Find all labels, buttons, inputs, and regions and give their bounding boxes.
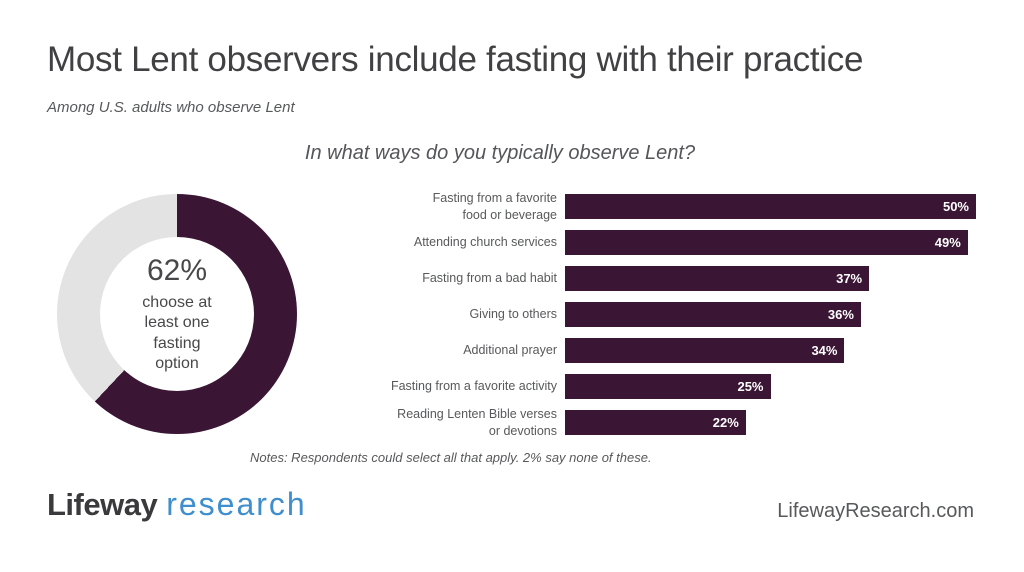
bar-category-label-line: or devotions bbox=[488, 423, 557, 438]
bar-fill: 36% bbox=[565, 302, 861, 327]
logo-lifeway-text: Lifeway bbox=[47, 487, 158, 522]
donut-center-text-line: choose at bbox=[142, 294, 212, 312]
lifeway-research-logo: Lifeway research bbox=[47, 486, 307, 523]
bar-category-label: Attending church services bbox=[342, 234, 557, 250]
bar-fill: 37% bbox=[565, 266, 870, 291]
chart-notes: Notes: Respondents could select all that… bbox=[250, 450, 652, 465]
logo-research-text: research bbox=[166, 486, 307, 522]
bar-value-label: 50% bbox=[942, 199, 969, 214]
bar-category-label-line: food or beverage bbox=[462, 207, 557, 222]
bar-category-label: Giving to others bbox=[342, 306, 557, 322]
bar-category-label: Fasting from a favorite food or beverage bbox=[342, 190, 557, 223]
bar-row: Additional prayer 34% bbox=[342, 338, 976, 363]
bar-category-label-line: Reading Lenten Bible verses bbox=[397, 407, 557, 422]
bar-fill: 49% bbox=[565, 230, 968, 255]
bar-category-label-line: Additional prayer bbox=[463, 343, 557, 358]
bar-category-label-line: Giving to others bbox=[469, 307, 557, 322]
bar-value-label: 34% bbox=[811, 343, 838, 358]
bar-fill: 34% bbox=[565, 338, 845, 363]
bar-value-label: 37% bbox=[836, 271, 863, 286]
bar-track: 34% bbox=[565, 338, 976, 363]
subtitle: Among U.S. adults who observe Lent bbox=[47, 99, 295, 116]
bar-category-label: Additional prayer bbox=[342, 342, 557, 358]
chart-question: In what ways do you typically observe Le… bbox=[304, 142, 696, 164]
donut-value-label: 62% bbox=[146, 254, 208, 288]
bar-value-label: 22% bbox=[712, 415, 739, 430]
bar-row: Fasting from a favorite food or beverage 5… bbox=[342, 191, 976, 222]
bar-track: 37% bbox=[565, 266, 976, 291]
bar-track: 36% bbox=[565, 302, 976, 327]
donut-center-text-line: fasting bbox=[153, 334, 201, 352]
bar-fill: 22% bbox=[565, 410, 746, 435]
donut-chart: 62% choose at least one fasting option bbox=[57, 194, 297, 434]
donut-center-text-line: least one bbox=[144, 314, 210, 332]
bar-row: Fasting from a bad habit 37% bbox=[342, 266, 976, 291]
bar-fill: 50% bbox=[565, 194, 976, 219]
donut-center-text-line: option bbox=[155, 354, 199, 372]
bar-category-label-line: Fasting from a favorite bbox=[432, 191, 557, 206]
bar-row: Reading Lenten Bible verses or devotions 2… bbox=[342, 407, 976, 438]
bar-chart: Fasting from a favorite food or beverage 5… bbox=[342, 191, 976, 446]
bar-fill: 25% bbox=[565, 374, 771, 399]
bar-track: 25% bbox=[565, 374, 976, 399]
bar-category-label-line: Attending church services bbox=[413, 235, 557, 250]
bar-track: 22% bbox=[565, 410, 976, 435]
bar-row: Fasting from a favorite activity 25% bbox=[342, 374, 976, 399]
bar-row: Giving to others 36% bbox=[342, 302, 976, 327]
bar-category-label-line: Fasting from a favorite activity bbox=[390, 379, 557, 394]
donut-center-text: choose at least one fasting option bbox=[142, 293, 211, 374]
bar-value-label: 49% bbox=[934, 235, 961, 250]
page-title: Most Lent observers include fasting with… bbox=[47, 40, 864, 79]
bar-row: Attending church services 49% bbox=[342, 230, 976, 255]
bar-category-label: Fasting from a bad habit bbox=[342, 270, 557, 286]
website-url: LifewayResearch.com bbox=[777, 500, 974, 522]
donut-hole: 62% choose at least one fasting option bbox=[100, 237, 254, 391]
bar-value-label: 36% bbox=[827, 307, 854, 322]
bar-category-label-line: Fasting from a bad habit bbox=[422, 271, 557, 286]
bar-track: 50% bbox=[565, 194, 976, 219]
bar-track: 49% bbox=[565, 230, 976, 255]
bar-category-label: Reading Lenten Bible verses or devotions bbox=[342, 406, 557, 439]
bar-value-label: 25% bbox=[737, 379, 764, 394]
bar-category-label: Fasting from a favorite activity bbox=[342, 378, 557, 394]
